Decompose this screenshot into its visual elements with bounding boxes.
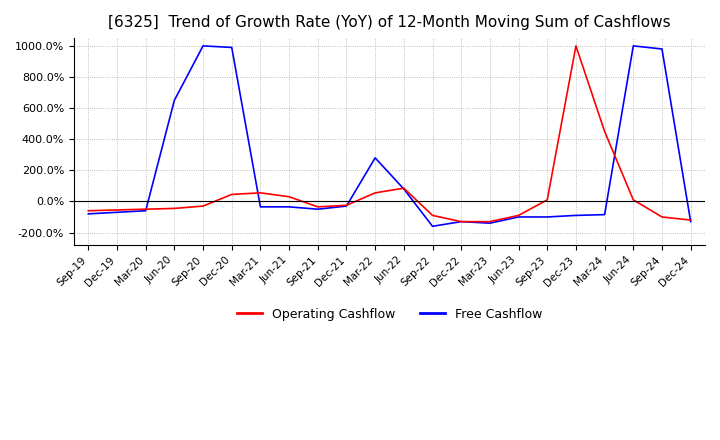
Line: Operating Cashflow: Operating Cashflow <box>89 46 690 222</box>
Operating Cashflow <box>342 203 351 208</box>
Free Cashflow <box>485 220 494 226</box>
Free Cashflow <box>371 155 379 161</box>
Free Cashflow <box>543 214 552 220</box>
Title: [6325]  Trend of Growth Rate (YoY) of 12-Month Moving Sum of Cashflows: [6325] Trend of Growth Rate (YoY) of 12-… <box>108 15 671 30</box>
Free Cashflow <box>600 212 609 217</box>
Free Cashflow <box>313 206 322 212</box>
Free Cashflow <box>657 46 666 51</box>
Operating Cashflow <box>428 213 437 218</box>
Operating Cashflow <box>170 206 179 211</box>
Free Cashflow <box>342 203 351 209</box>
Free Cashflow <box>84 211 93 216</box>
Free Cashflow <box>457 219 466 224</box>
Free Cashflow <box>428 224 437 229</box>
Free Cashflow <box>629 43 638 48</box>
Free Cashflow <box>112 209 121 215</box>
Free Cashflow <box>228 45 236 50</box>
Operating Cashflow <box>112 207 121 213</box>
Free Cashflow <box>256 204 265 209</box>
Operating Cashflow <box>313 204 322 209</box>
Operating Cashflow <box>657 214 666 220</box>
Free Cashflow <box>170 98 179 103</box>
Operating Cashflow <box>572 43 580 48</box>
Legend: Operating Cashflow, Free Cashflow: Operating Cashflow, Free Cashflow <box>232 303 547 326</box>
Operating Cashflow <box>84 208 93 213</box>
Operating Cashflow <box>285 194 294 199</box>
Operating Cashflow <box>371 190 379 195</box>
Free Cashflow <box>400 186 408 191</box>
Free Cashflow <box>572 213 580 218</box>
Free Cashflow <box>285 204 294 209</box>
Operating Cashflow <box>400 186 408 191</box>
Free Cashflow <box>141 208 150 213</box>
Operating Cashflow <box>228 192 236 197</box>
Operating Cashflow <box>629 197 638 202</box>
Operating Cashflow <box>256 190 265 195</box>
Line: Free Cashflow: Free Cashflow <box>89 46 690 226</box>
Operating Cashflow <box>600 129 609 134</box>
Operating Cashflow <box>686 217 695 223</box>
Operating Cashflow <box>199 203 207 209</box>
Operating Cashflow <box>141 206 150 212</box>
Free Cashflow <box>686 219 695 224</box>
Operating Cashflow <box>457 219 466 224</box>
Operating Cashflow <box>543 197 552 202</box>
Free Cashflow <box>514 214 523 220</box>
Operating Cashflow <box>485 219 494 224</box>
Free Cashflow <box>199 43 207 48</box>
Operating Cashflow <box>514 213 523 218</box>
